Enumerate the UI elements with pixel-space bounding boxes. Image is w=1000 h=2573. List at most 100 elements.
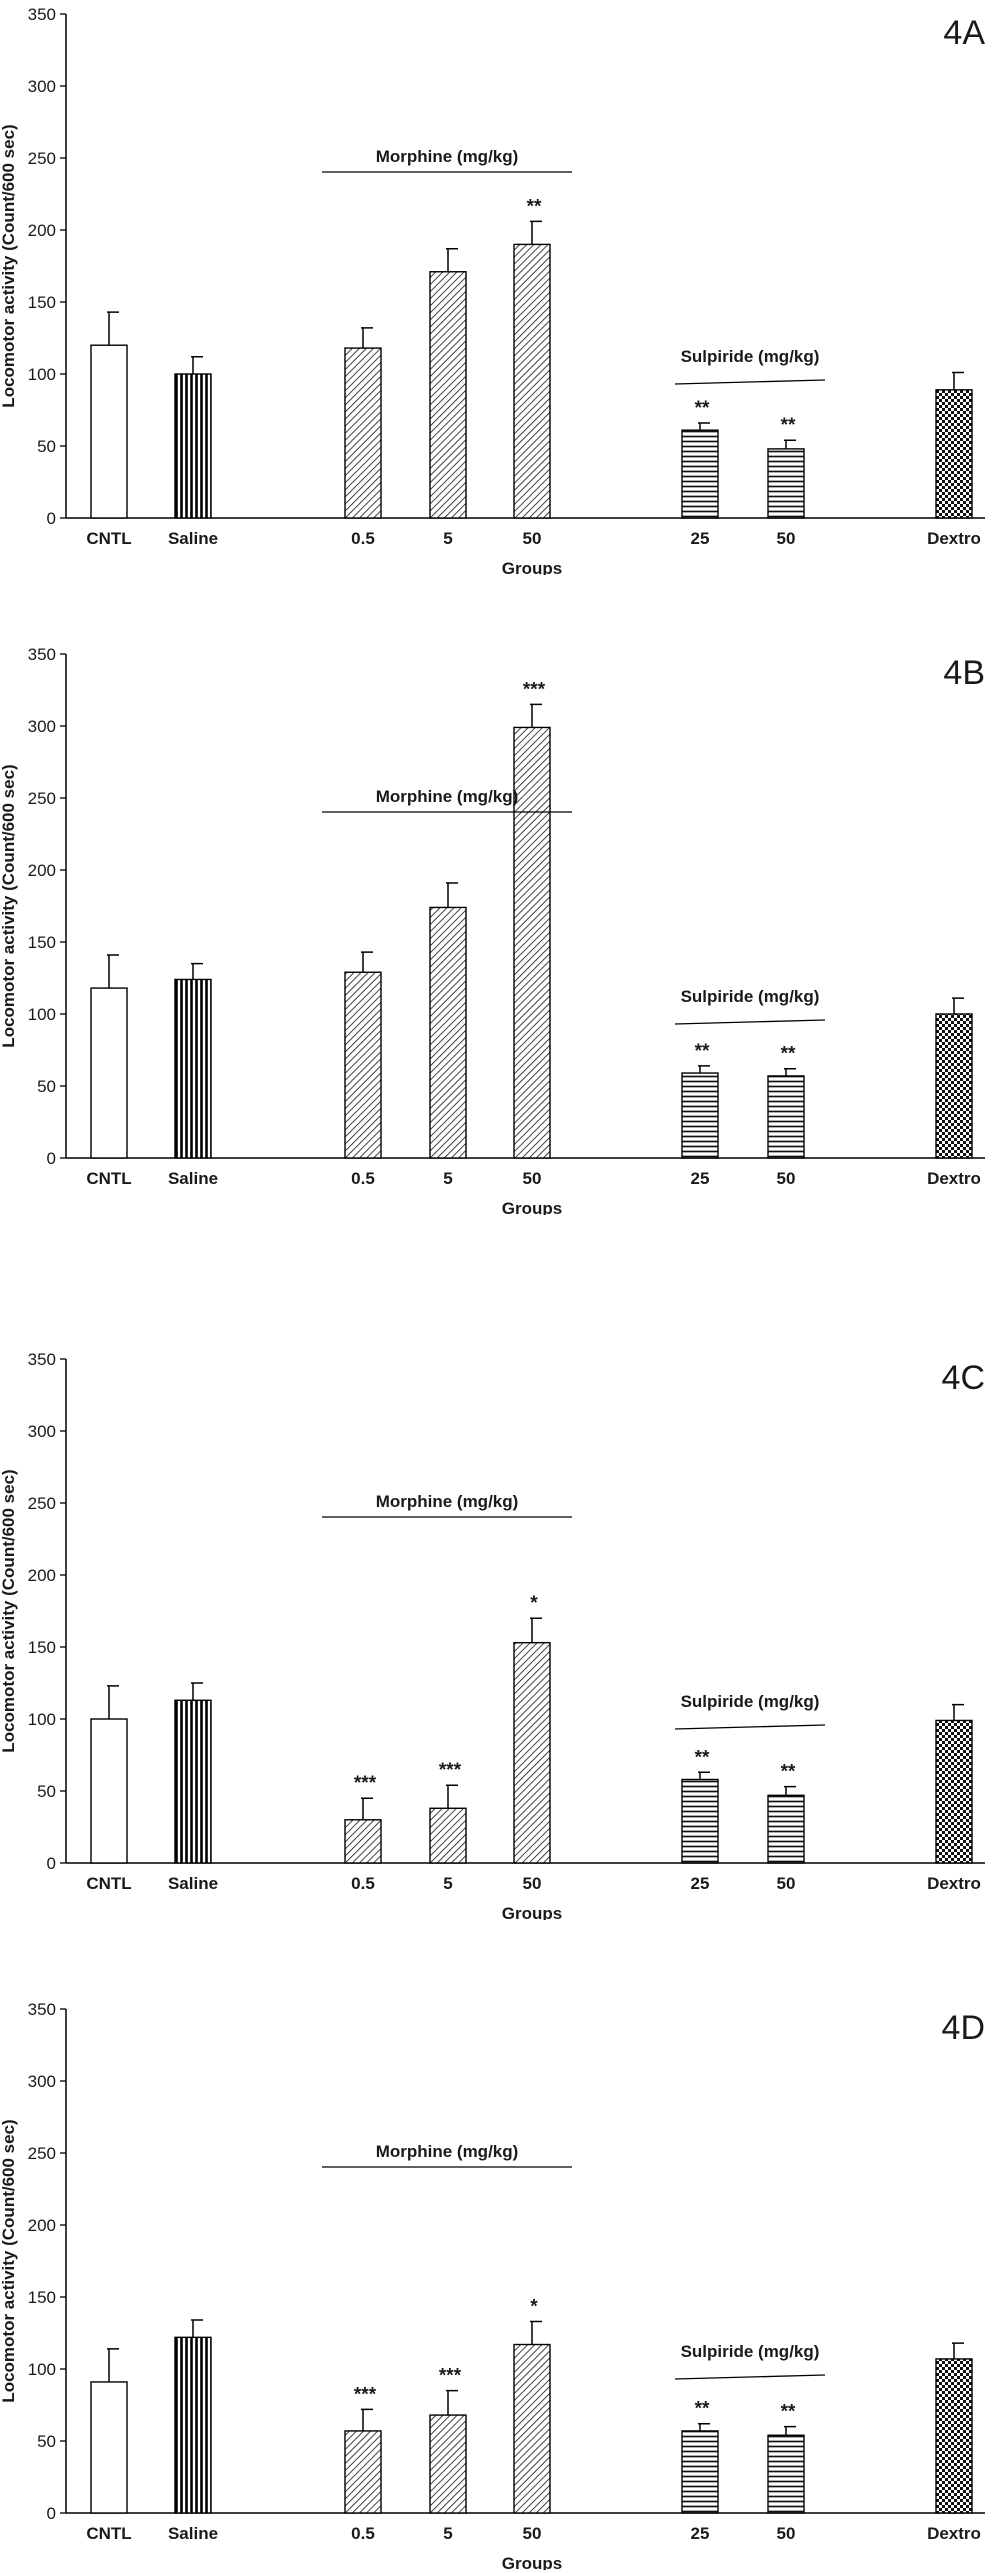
x-tick-label: 5 <box>443 2524 452 2543</box>
significance-label: *** <box>354 1773 377 1794</box>
y-tick-label: 150 <box>28 2288 56 2307</box>
x-tick-label: Saline <box>168 2524 218 2543</box>
error-bar <box>698 2422 710 2431</box>
significance-label: * <box>530 2296 538 2317</box>
bar-0.5 <box>344 347 382 519</box>
x-tick-label: 50 <box>777 2524 796 2543</box>
error-bar <box>446 1784 458 1809</box>
x-tick-label: 50 <box>777 1874 796 1893</box>
panel-title: 4A <box>943 14 985 52</box>
bar-5 <box>429 1807 467 1864</box>
bar-Dextro <box>935 389 973 519</box>
error-bar <box>191 1682 203 1701</box>
y-tick-label: 50 <box>37 1077 56 1096</box>
group-label: Morphine (mg/kg) <box>376 787 519 806</box>
y-tick-label: 350 <box>28 5 56 24</box>
error-bar <box>530 703 542 728</box>
x-tick-label: 25 <box>691 1874 710 1893</box>
error-bar <box>191 355 203 374</box>
x-axis-label: Groups <box>502 1904 562 1920</box>
bar-50 <box>767 1075 805 1159</box>
x-tick-label: 50 <box>777 1169 796 1188</box>
group-label: Sulpiride (mg/kg) <box>681 987 820 1006</box>
significance-label: ** <box>781 1762 796 1783</box>
y-tick-label: 150 <box>28 293 56 312</box>
group-line <box>674 1019 826 1025</box>
bar-5 <box>429 2414 467 2514</box>
bar-Saline <box>174 2336 212 2514</box>
error-bar <box>698 422 710 431</box>
bar-50 <box>513 2343 551 2514</box>
bar-50 <box>513 243 551 519</box>
y-tick-label: 150 <box>28 1638 56 1657</box>
x-tick-label: 5 <box>443 529 452 548</box>
error-bar <box>530 1617 542 1643</box>
error-bar <box>361 2408 373 2431</box>
error-bar <box>784 1785 796 1796</box>
y-tick-label: 250 <box>28 2144 56 2163</box>
error-bar <box>361 951 373 973</box>
bar-chart: 0 50 100 150 200 250 300 350 Locomotor activity … <box>0 5 985 575</box>
y-axis-label: Locomotor activity (Count/600 sec) <box>0 124 18 407</box>
x-tick-label: CNTL <box>86 1874 131 1893</box>
significance-label: ** <box>527 196 542 217</box>
chart-panel-4: 0 50 100 150 200 250 300 350 Locomotor activity … <box>0 1995 1000 2570</box>
bar-CNTL <box>90 1718 128 1864</box>
significance-label: *** <box>523 679 546 700</box>
x-tick-label: Saline <box>168 1169 218 1188</box>
y-tick-label: 100 <box>28 365 56 384</box>
significance-label: ** <box>695 1747 710 1768</box>
bar-25 <box>681 2430 719 2514</box>
significance-label: ** <box>781 1044 796 1065</box>
y-tick-label: 250 <box>28 149 56 168</box>
y-tick-label: 250 <box>28 1494 56 1513</box>
error-bar <box>107 954 119 989</box>
y-tick-label: 100 <box>28 1710 56 1729</box>
significance-label: *** <box>439 2366 462 2387</box>
error-bar <box>952 2342 964 2359</box>
y-tick-label: 200 <box>28 1566 56 1585</box>
bar-CNTL <box>90 344 128 519</box>
y-tick-label: 300 <box>28 1422 56 1441</box>
bar-5 <box>429 271 467 519</box>
y-tick-label: 0 <box>47 2504 56 2523</box>
group-label: Morphine (mg/kg) <box>376 147 519 166</box>
error-bar <box>784 439 796 449</box>
group-label: Morphine (mg/kg) <box>376 2142 519 2161</box>
y-tick-label: 300 <box>28 2072 56 2091</box>
error-bar <box>952 1703 964 1721</box>
y-tick-label: 200 <box>28 221 56 240</box>
chart-panel-1: 0 50 100 150 200 250 300 350 Locomotor activity … <box>0 0 1000 575</box>
bar-50 <box>767 1794 805 1864</box>
bar-0.5 <box>344 1819 382 1864</box>
x-tick-label: CNTL <box>86 2524 131 2543</box>
error-bar <box>530 220 542 245</box>
bar-50 <box>513 1641 551 1864</box>
y-tick-label: 300 <box>28 77 56 96</box>
y-tick-label: 150 <box>28 933 56 952</box>
x-tick-label: Dextro <box>927 529 981 548</box>
bar-25 <box>681 1778 719 1864</box>
bar-Dextro <box>935 2358 973 2514</box>
error-bar <box>361 327 373 349</box>
bar-Saline <box>174 373 212 519</box>
group-line <box>674 379 826 385</box>
error-bar <box>530 2320 542 2345</box>
x-tick-label: 50 <box>523 1874 542 1893</box>
x-tick-label: 0.5 <box>351 2524 375 2543</box>
significance-label: ** <box>695 1041 710 1062</box>
bar-Saline <box>174 978 212 1159</box>
significance-label: ** <box>695 2399 710 2420</box>
y-tick-label: 50 <box>37 2432 56 2451</box>
x-tick-label: Saline <box>168 529 218 548</box>
y-tick-label: 350 <box>28 1350 56 1369</box>
bar-CNTL <box>90 2381 128 2514</box>
significance-label: *** <box>439 1760 462 1781</box>
y-tick-label: 50 <box>37 437 56 456</box>
y-axis-label: Locomotor activity (Count/600 sec) <box>0 1469 18 1752</box>
bar-0.5 <box>344 2430 382 2514</box>
y-tick-label: 50 <box>37 1782 56 1801</box>
x-tick-label: 25 <box>691 529 710 548</box>
panel-title: 4D <box>942 2009 985 2047</box>
